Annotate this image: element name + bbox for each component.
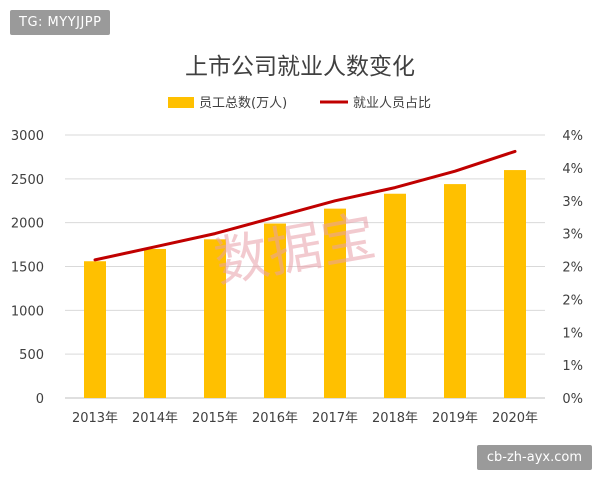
legend-label-line: 就业人员占比	[353, 96, 431, 111]
bar	[204, 239, 226, 398]
y-right-tick-label: 4%	[562, 129, 583, 144]
y-left-tick-label: 1500	[11, 261, 44, 276]
bar	[444, 184, 466, 398]
y-left-tick-label: 2000	[11, 217, 44, 232]
y-axis-left: 0 500 1000 1500 2000 2500 3000	[11, 129, 44, 407]
x-tick-label: 2013年	[72, 411, 118, 426]
legend-swatch-bar	[168, 97, 194, 108]
bar	[144, 248, 166, 398]
x-tick-label: 2014年	[132, 411, 178, 426]
bar	[84, 261, 106, 398]
y-right-tick-label: 2%	[562, 261, 583, 276]
y-right-tick-label: 0%	[562, 392, 583, 407]
x-tick-label: 2020年	[492, 411, 538, 426]
y-left-tick-label: 2500	[11, 173, 44, 188]
y-left-tick-label: 0	[36, 392, 44, 407]
x-tick-label: 2019年	[432, 411, 478, 426]
bar	[264, 223, 286, 398]
channel-tag: TG: MYYJJPP	[10, 10, 111, 35]
bar	[504, 170, 526, 398]
bars	[84, 170, 526, 398]
x-tick-label: 2018年	[372, 411, 418, 426]
y-left-tick-label: 1000	[11, 304, 44, 319]
y-right-tick-label: 3%	[562, 228, 583, 243]
watermark: 数据宝	[210, 204, 380, 294]
bar	[384, 193, 406, 398]
y-right-tick-label: 4%	[562, 162, 583, 177]
y-left-tick-label: 500	[19, 348, 44, 363]
x-axis: 2013年 2014年 2015年 2016年 2017年 2018年 2019年 2020年	[72, 411, 538, 426]
legend-label-bar: 员工总数(万人)	[199, 96, 287, 111]
y-right-tick-label: 3%	[562, 195, 583, 210]
share-line-path	[93, 149, 517, 262]
y-right-tick-label: 1%	[562, 326, 583, 341]
y-left-tick-label: 3000	[11, 129, 44, 144]
y-axis-right: 0% 1% 1% 2% 2% 3% 3% 4% 4%	[562, 129, 583, 407]
y-right-tick-label: 1%	[562, 359, 583, 374]
source-tag: cb-zh-ayx.com	[476, 445, 592, 470]
share-line	[93, 149, 517, 262]
x-tick-label: 2015年	[192, 411, 238, 426]
bar	[324, 208, 346, 398]
x-tick-label: 2017年	[312, 411, 358, 426]
legend: 员工总数(万人) 就业人员占比	[168, 96, 431, 111]
chart-title: 上市公司就业人数变化	[185, 54, 415, 80]
x-tick-label: 2016年	[252, 411, 298, 426]
y-right-tick-label: 2%	[562, 293, 583, 308]
